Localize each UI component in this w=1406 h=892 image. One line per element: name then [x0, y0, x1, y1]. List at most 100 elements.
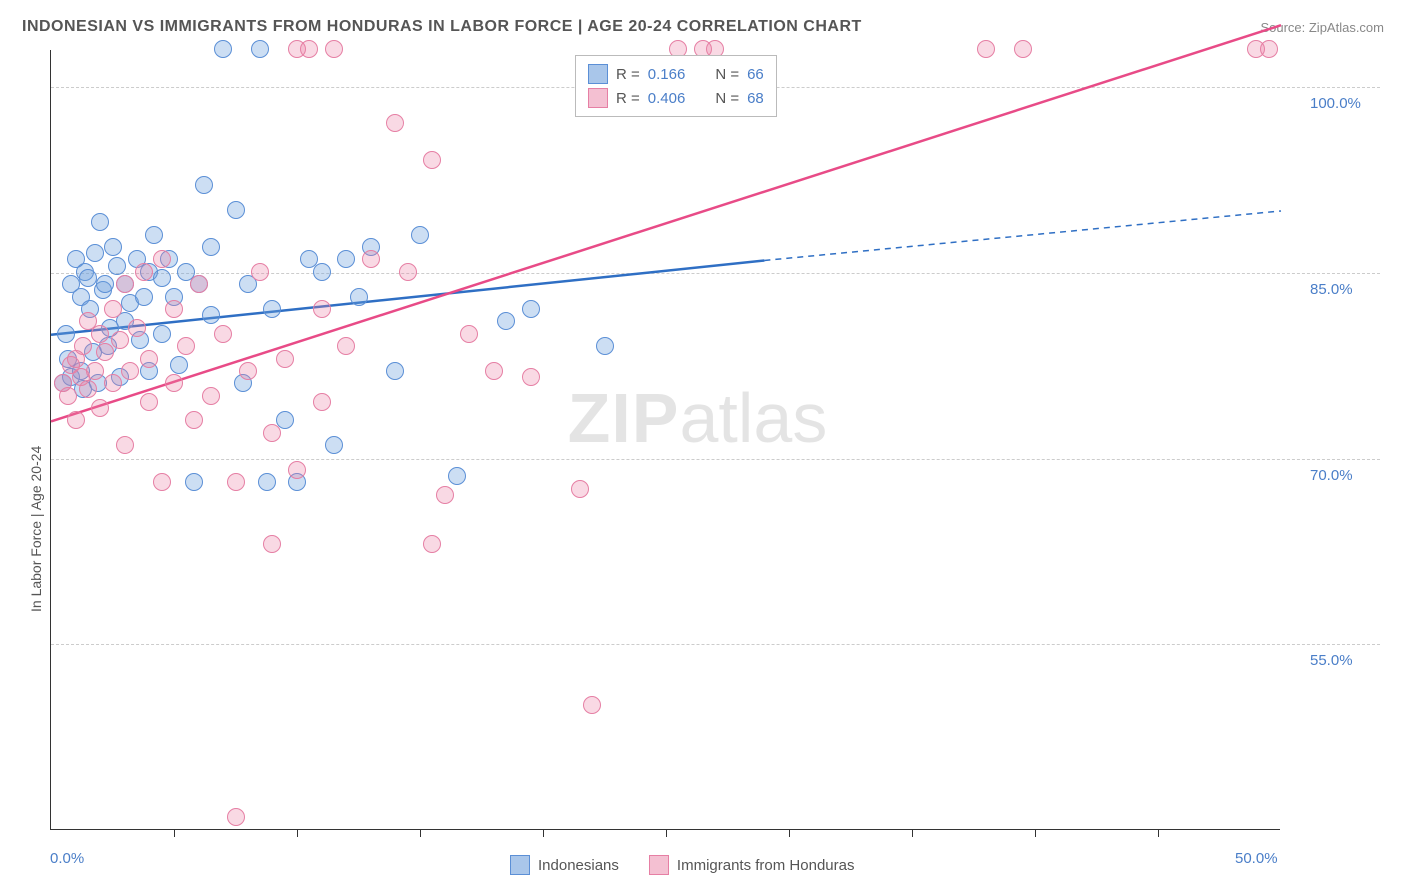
data-point [185, 411, 203, 429]
data-point [423, 151, 441, 169]
legend-swatch [588, 88, 608, 108]
y-tick-label: 70.0% [1310, 467, 1353, 484]
x-tick-label: 50.0% [1235, 850, 1278, 867]
data-point [362, 250, 380, 268]
data-point [128, 319, 146, 337]
data-point [227, 473, 245, 491]
x-tick [297, 829, 298, 837]
data-point [135, 263, 153, 281]
data-point [108, 257, 126, 275]
legend-label: Immigrants from Honduras [677, 857, 855, 874]
data-point [140, 350, 158, 368]
data-point [121, 362, 139, 380]
data-point [1260, 40, 1278, 58]
data-point [153, 250, 171, 268]
data-point [140, 393, 158, 411]
x-tick [912, 829, 913, 837]
data-point [165, 374, 183, 392]
source-label: Source: ZipAtlas.com [1260, 20, 1384, 35]
y-tick-label: 85.0% [1310, 281, 1353, 298]
data-point [300, 40, 318, 58]
plot-area: ZIPatlas [50, 50, 1280, 830]
legend-swatch [588, 64, 608, 84]
watermark-zip: ZIP [568, 379, 680, 457]
data-point [263, 535, 281, 553]
gridline [51, 459, 1380, 460]
data-point [104, 238, 122, 256]
stat-n-value: 66 [747, 66, 764, 83]
y-tick-label: 100.0% [1310, 95, 1361, 112]
data-point [258, 473, 276, 491]
data-point [399, 263, 417, 281]
data-point [276, 350, 294, 368]
data-point [460, 325, 478, 343]
data-point [59, 387, 77, 405]
data-point [571, 480, 589, 498]
x-tick [543, 829, 544, 837]
legend-stats: R =0.166N =66R =0.406N =68 [575, 55, 777, 117]
data-point [214, 40, 232, 58]
data-point [448, 467, 466, 485]
data-point [485, 362, 503, 380]
data-point [195, 176, 213, 194]
data-point [91, 213, 109, 231]
data-point [104, 374, 122, 392]
trend-lines [51, 50, 1281, 830]
stat-n-label: N = [715, 90, 739, 107]
data-point [185, 473, 203, 491]
data-point [96, 343, 114, 361]
data-point [86, 244, 104, 262]
legend-item: Immigrants from Honduras [649, 855, 855, 875]
stat-r-value: 0.406 [648, 90, 686, 107]
data-point [170, 356, 188, 374]
watermark: ZIPatlas [568, 378, 828, 458]
data-point [96, 275, 114, 293]
data-point [596, 337, 614, 355]
legend-swatch [510, 855, 530, 875]
source-value: ZipAtlas.com [1309, 20, 1384, 35]
data-point [313, 393, 331, 411]
data-point [337, 337, 355, 355]
data-point [1014, 40, 1032, 58]
data-point [190, 275, 208, 293]
x-tick [789, 829, 790, 837]
data-point [153, 325, 171, 343]
data-point [91, 399, 109, 417]
data-point [227, 808, 245, 826]
data-point [153, 269, 171, 287]
data-point [313, 263, 331, 281]
data-point [386, 362, 404, 380]
data-point [74, 337, 92, 355]
x-tick [174, 829, 175, 837]
chart-title: INDONESIAN VS IMMIGRANTS FROM HONDURAS I… [22, 18, 862, 36]
data-point [104, 300, 122, 318]
data-point [325, 40, 343, 58]
data-point [288, 461, 306, 479]
data-point [116, 275, 134, 293]
x-tick [420, 829, 421, 837]
x-tick [1158, 829, 1159, 837]
data-point [202, 387, 220, 405]
stat-r-value: 0.166 [648, 66, 686, 83]
legend-stat-row: R =0.166N =66 [588, 62, 764, 86]
stat-r-label: R = [616, 90, 640, 107]
data-point [91, 325, 109, 343]
data-point [251, 263, 269, 281]
data-point [227, 201, 245, 219]
title-bar: INDONESIAN VS IMMIGRANTS FROM HONDURAS I… [22, 18, 1384, 36]
data-point [177, 337, 195, 355]
stat-r-label: R = [616, 66, 640, 83]
data-point [145, 226, 163, 244]
data-point [522, 368, 540, 386]
data-point [251, 40, 269, 58]
x-tick [1035, 829, 1036, 837]
data-point [79, 380, 97, 398]
data-point [135, 288, 153, 306]
data-point [116, 436, 134, 454]
legend-stat-row: R =0.406N =68 [588, 86, 764, 110]
legend-series: IndonesiansImmigrants from Honduras [510, 855, 854, 875]
data-point [153, 473, 171, 491]
y-axis-label: In Labor Force | Age 20-24 [28, 445, 44, 611]
data-point [337, 250, 355, 268]
data-point [350, 288, 368, 306]
